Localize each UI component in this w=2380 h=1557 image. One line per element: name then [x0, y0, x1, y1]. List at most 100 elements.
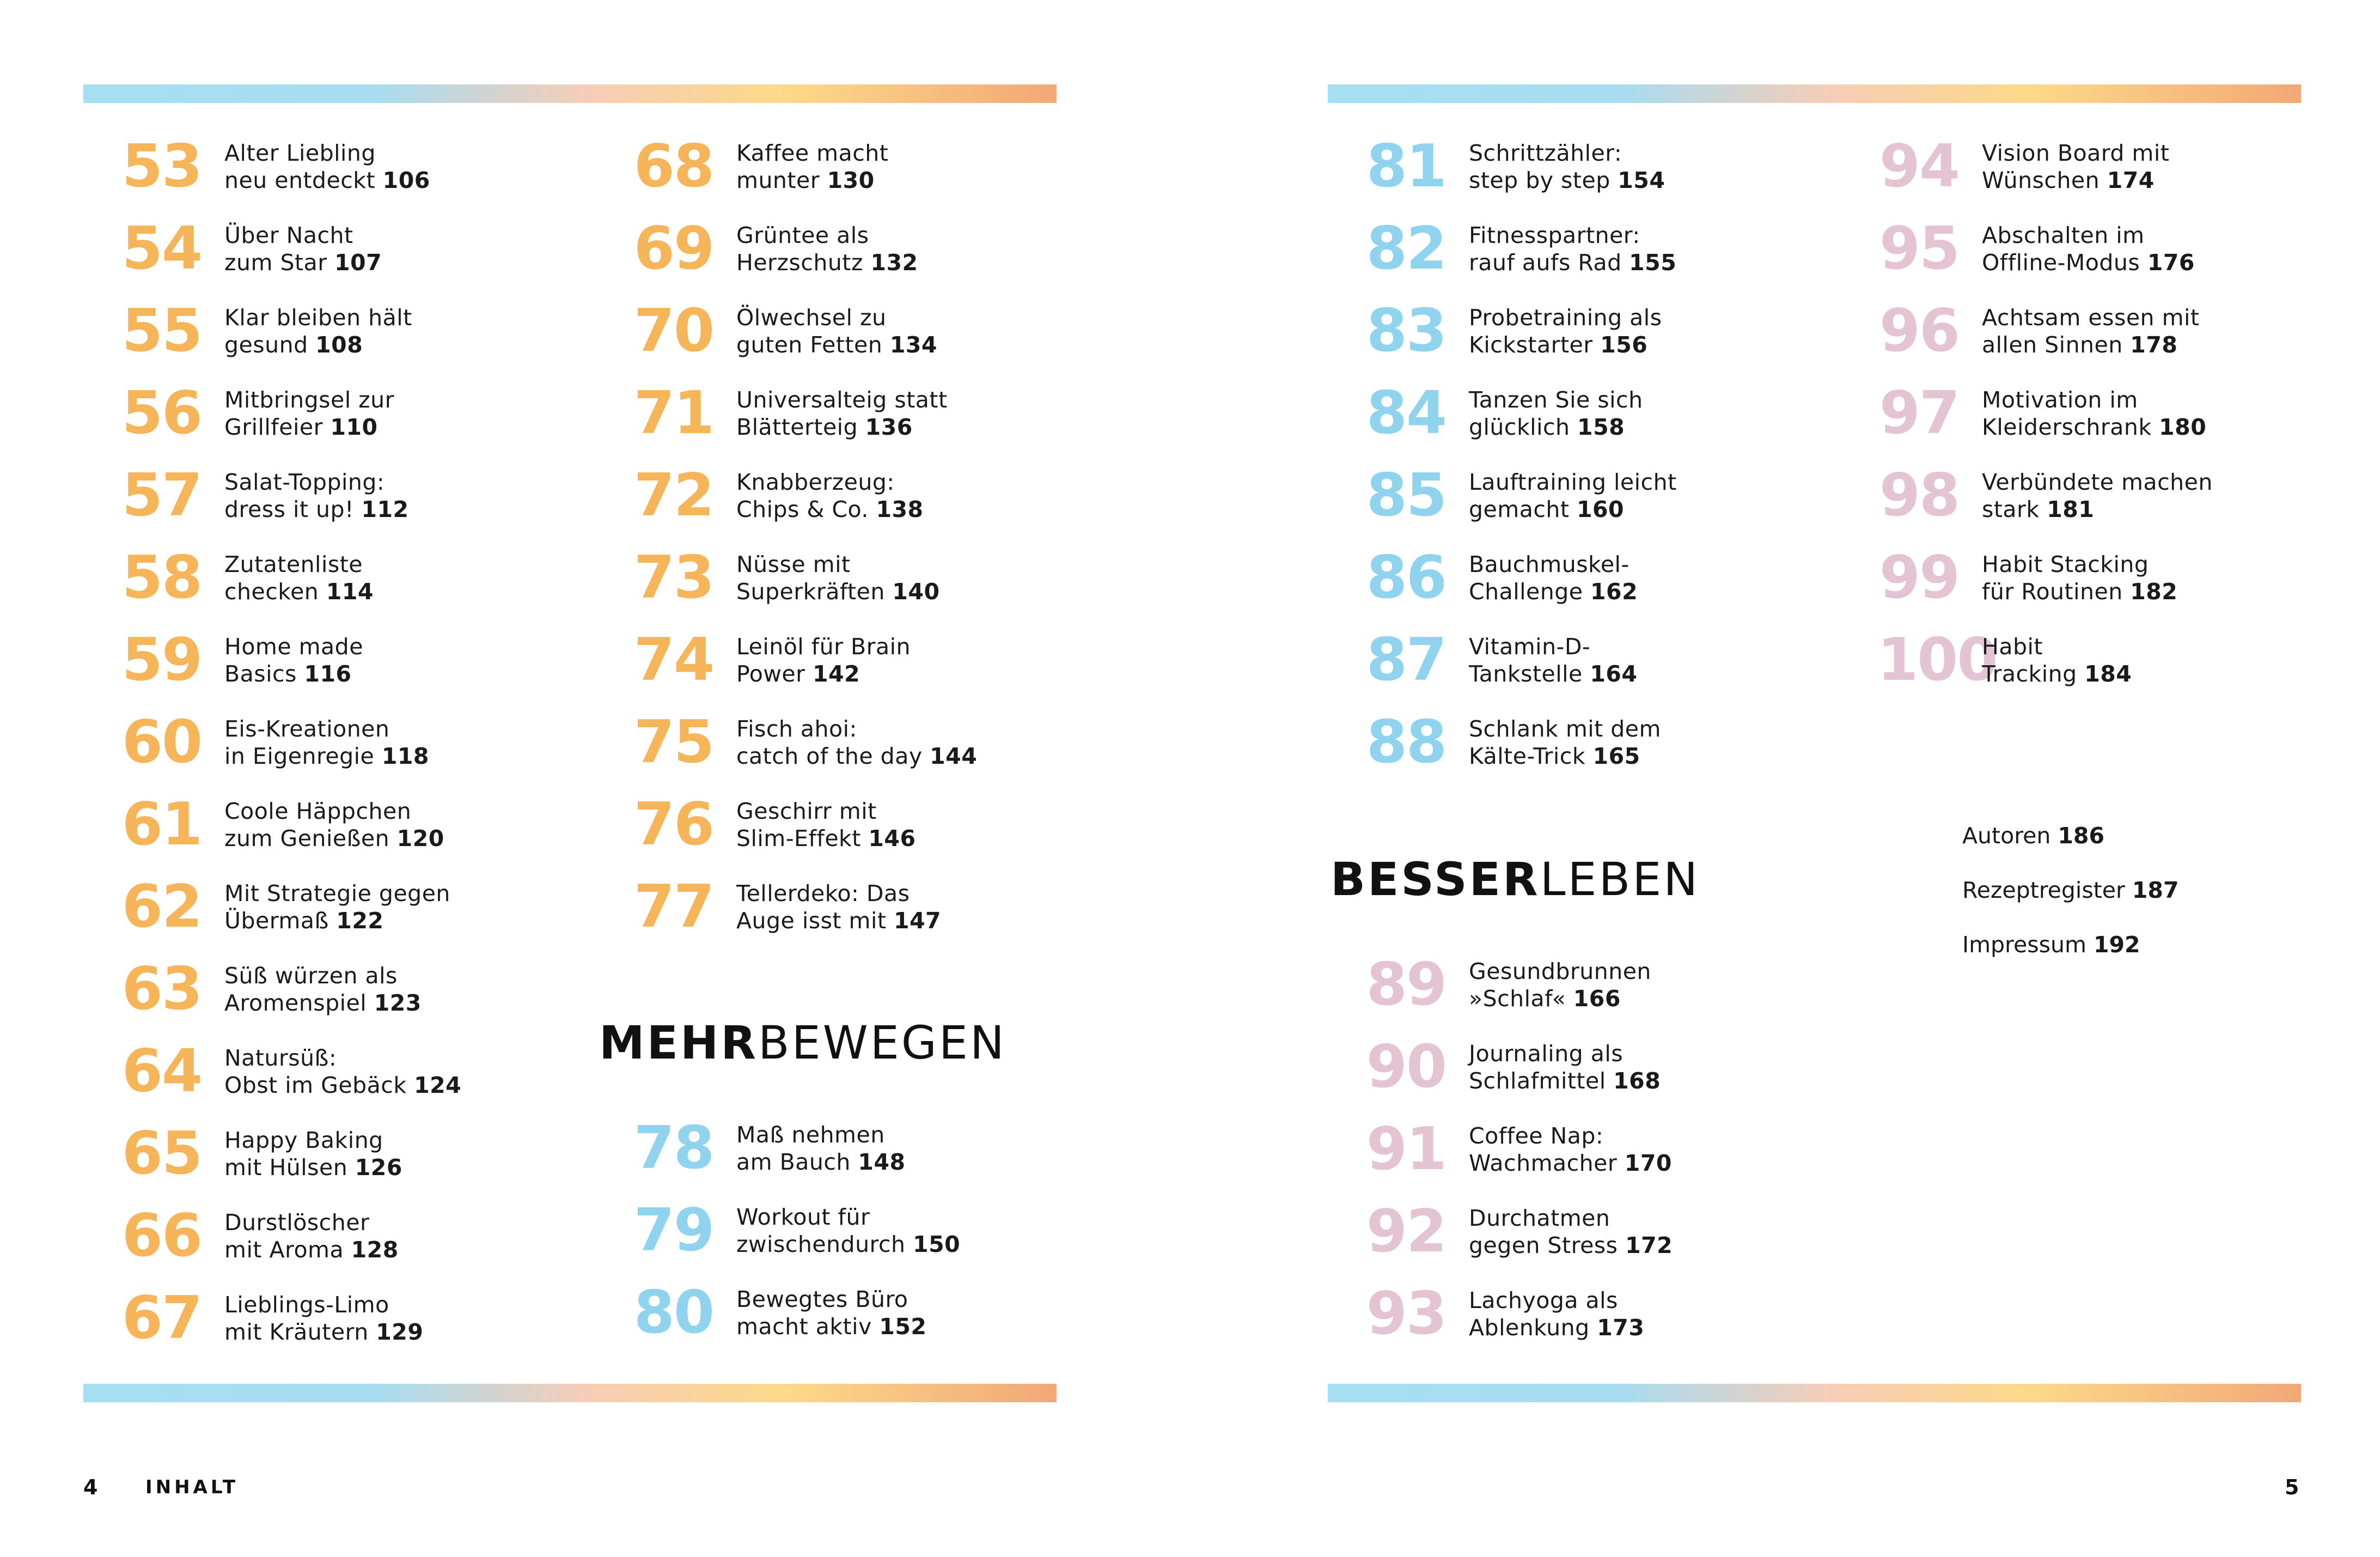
entry-title: Bewegtes Büro macht aktiv 152	[736, 1286, 1074, 1340]
toc-entry[interactable]: 91 Coffee Nap: Wachmacher 170	[1364, 1119, 1827, 1201]
toc-column-2-bewegen: 78 Maß nehmen am Bauch 148 79 Workout für zwi…	[632, 1118, 1095, 1365]
entry-page-number: 147	[894, 908, 942, 934]
toc-entry[interactable]: 79 Workout für zwischendurch 150	[632, 1200, 1095, 1282]
toc-entry[interactable]: 85 Lauftraining leicht gemacht 160	[1364, 465, 1827, 548]
toc-entry[interactable]: 72 Knabberzeug: Chips & Co. 138	[632, 465, 1095, 548]
toc-entry[interactable]: 70 Ölwechsel zu guten Fetten 134	[632, 301, 1095, 383]
entry-title-line-1: Tanzen Sie sich	[1469, 387, 1643, 413]
toc-entry[interactable]: 69 Grüntee als Herzschutz 132	[632, 218, 1095, 301]
entry-number: 64	[121, 1037, 203, 1105]
entry-number: 74	[633, 626, 715, 694]
extra-label: Impressum	[1962, 932, 2086, 958]
entry-page-number: 123	[374, 990, 422, 1016]
toc-entry[interactable]: 82 Fitnesspartner: rauf aufs Rad 155	[1364, 218, 1827, 301]
entry-number: 59	[121, 626, 203, 694]
toc-entry[interactable]: 75 Fisch ahoi: catch of the day 144	[632, 712, 1095, 794]
toc-entry[interactable]: 55 Klar bleiben hält gesund 108	[120, 301, 583, 383]
toc-entry[interactable]: 86 Bauchmuskel- Challenge 162	[1364, 548, 1827, 630]
entry-title-line-2: zum Star	[224, 250, 327, 276]
toc-entry[interactable]: 92 Durchatmen gegen Stress 172	[1364, 1201, 1827, 1284]
toc-entry[interactable]: 96 Achtsam essen mit allen Sinnen 178	[1877, 301, 2340, 383]
entry-title-line-1: Abschalten im	[1982, 222, 2145, 248]
toc-entry[interactable]: 65 Happy Baking mit Hülsen 126	[120, 1123, 583, 1206]
entry-title-line-2: step by step	[1469, 167, 1610, 193]
toc-entry[interactable]: 53 Alter Liebling neu entdeckt 106	[120, 136, 583, 218]
entry-number: 53	[121, 132, 203, 200]
entry-title: Abschalten im Offline-Modus 176	[1982, 222, 2320, 276]
entry-title-line-2: Grillfeier	[224, 414, 323, 440]
entry-title-line-1: Habit	[1982, 634, 2043, 660]
toc-entry[interactable]: 60 Eis-Kreationen in Eigenregie 118	[120, 712, 583, 794]
entry-title-line-2: Kickstarter	[1469, 332, 1593, 358]
toc-entry[interactable]: 90 Journaling als Schlafmittel 168	[1364, 1037, 1827, 1119]
entry-title-line-1: Vitamin-D-	[1469, 634, 1591, 660]
toc-entry[interactable]: 77 Tellerdeko: Das Auge isst mit 147	[632, 877, 1095, 959]
toc-entry[interactable]: 87 Vitamin-D- Tankstelle 164	[1364, 630, 1827, 712]
toc-entry[interactable]: 97 Motivation im Kleiderschrank 180	[1877, 383, 2340, 465]
entry-title-line-2: gemacht	[1469, 496, 1570, 522]
toc-entry[interactable]: 99 Habit Stacking für Routinen 182	[1877, 548, 2340, 630]
heading-thin-part: BEWEGEN	[758, 1016, 1006, 1069]
extra-rezeptregister[interactable]: Rezeptregister 187	[1962, 877, 2178, 903]
entry-number: 87	[1366, 626, 1447, 694]
entry-number: 62	[121, 873, 203, 941]
toc-entry[interactable]: 63 Süß würzen als Aromenspiel 123	[120, 959, 583, 1041]
toc-entry[interactable]: 62 Mit Strategie gegen Übermaß 122	[120, 877, 583, 959]
toc-entry[interactable]: 83 Probetraining als Kickstarter 156	[1364, 301, 1827, 383]
toc-entry[interactable]: 54 Über Nacht zum Star 107	[120, 218, 583, 301]
toc-entry[interactable]: 80 Bewegtes Büro macht aktiv 152	[632, 1282, 1095, 1365]
toc-entry[interactable]: 81 Schrittzähler: step by step 154	[1364, 136, 1827, 218]
toc-entry[interactable]: 89 Gesundbrunnen »Schlaf« 166	[1364, 954, 1827, 1037]
entry-title-line-2: allen Sinnen	[1982, 332, 2123, 358]
toc-entry[interactable]: 56 Mitbringsel zur Grillfeier 110	[120, 383, 583, 465]
entry-number: 61	[121, 790, 203, 859]
entry-title-line-2: zum Genießen	[224, 825, 390, 852]
toc-entry[interactable]: 74 Leinöl für Brain Power 142	[632, 630, 1095, 712]
entry-title-line-2: glücklich	[1469, 414, 1570, 440]
toc-entry[interactable]: 59 Home made Basics 116	[120, 630, 583, 712]
toc-entry[interactable]: 61 Coole Häppchen zum Genießen 120	[120, 794, 583, 877]
toc-entry[interactable]: 100 Habit Tracking 184	[1877, 630, 2340, 712]
toc-entry[interactable]: 93 Lachyoga als Ablenkung 173	[1364, 1284, 1827, 1366]
toc-entry[interactable]: 95 Abschalten im Offline-Modus 176	[1877, 218, 2340, 301]
toc-entry[interactable]: 76 Geschirr mit Slim-Effekt 146	[632, 794, 1095, 877]
entry-page-number: 108	[315, 332, 363, 358]
entry-title-line-1: Achtsam essen mit	[1982, 305, 2200, 331]
entry-title-line-2-wrap: Chips & Co. 138	[736, 496, 1074, 523]
entry-title-line-1: Natursüß:	[224, 1045, 337, 1071]
toc-entry[interactable]: 66 Durstlöscher mit Aroma 128	[120, 1206, 583, 1288]
entry-title-line-2-wrap: gesund 108	[224, 331, 562, 358]
toc-entry[interactable]: 84 Tanzen Sie sich glücklich 158	[1364, 383, 1827, 465]
extra-autoren[interactable]: Autoren 186	[1962, 823, 2104, 849]
bottom-bar-right	[1328, 1384, 2301, 1402]
entry-title-line-1: Bauchmuskel-	[1469, 551, 1630, 577]
toc-entry[interactable]: 57 Salat-Topping: dress it up! 112	[120, 465, 583, 548]
entry-title-line-2: Blätterteig	[736, 414, 858, 440]
entry-title-line-1: Fisch ahoi:	[736, 716, 857, 742]
entry-title-line-2-wrap: glücklich 158	[1469, 413, 1807, 441]
toc-entry[interactable]: 88 Schlank mit dem Kälte-Trick 165	[1364, 712, 1827, 794]
entry-page-number: 156	[1600, 332, 1648, 358]
entry-title-line-1: Journaling als	[1469, 1041, 1624, 1067]
entry-title: Journaling als Schlafmittel 168	[1469, 1040, 1807, 1094]
toc-entry[interactable]: 64 Natursüß: Obst im Gebäck 124	[120, 1041, 583, 1123]
entry-page-number: 114	[326, 579, 374, 605]
toc-entry[interactable]: 71 Universalteig statt Blätterteig 136	[632, 383, 1095, 465]
toc-entry[interactable]: 78 Maß nehmen am Bauch 148	[632, 1118, 1095, 1200]
entry-title: Lachyoga als Ablenkung 173	[1469, 1287, 1807, 1341]
toc-entry[interactable]: 68 Kaffee macht munter 130	[632, 136, 1095, 218]
toc-entry[interactable]: 98 Verbündete machen stark 181	[1877, 465, 2340, 548]
toc-entry[interactable]: 67 Lieblings-Limo mit Kräutern 129	[120, 1288, 583, 1370]
entry-title-line-2-wrap: Ablenkung 173	[1469, 1314, 1807, 1341]
toc-entry[interactable]: 58 Zutatenliste checken 114	[120, 548, 583, 630]
entry-title-line-2-wrap: stark 181	[1982, 496, 2320, 523]
toc-entry[interactable]: 73 Nüsse mit Superkräften 140	[632, 548, 1095, 630]
entry-title: Vitamin-D- Tankstelle 164	[1469, 633, 1807, 688]
entry-page-number: 152	[879, 1313, 927, 1340]
entry-title: Knabberzeug: Chips & Co. 138	[736, 469, 1074, 523]
extra-impressum[interactable]: Impressum 192	[1962, 932, 2140, 958]
entry-number: 57	[121, 461, 203, 530]
entry-page-number: 140	[892, 579, 940, 605]
toc-entry[interactable]: 94 Vision Board mit Wünschen 174	[1877, 136, 2340, 218]
entry-title-line-2: Kälte-Trick	[1469, 743, 1586, 769]
